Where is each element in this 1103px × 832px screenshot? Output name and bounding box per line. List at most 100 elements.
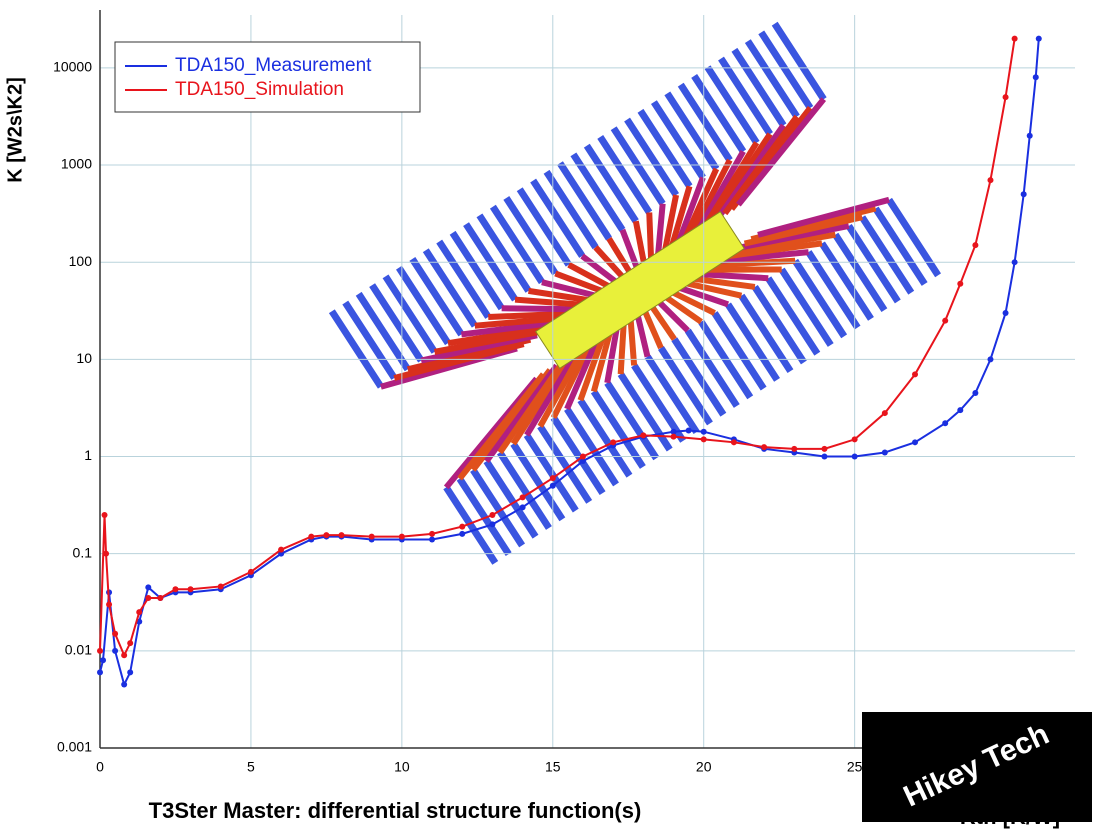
lead <box>671 337 727 417</box>
lead <box>570 152 626 232</box>
data-point <box>957 280 964 287</box>
lead <box>832 232 888 313</box>
wire <box>736 97 827 207</box>
lead <box>369 283 425 363</box>
lead <box>396 265 451 346</box>
wire <box>447 323 551 347</box>
data-point <box>912 371 919 378</box>
data-point <box>1026 132 1033 139</box>
lead <box>725 302 780 382</box>
data-point <box>881 449 888 456</box>
data-point <box>100 657 107 664</box>
wire <box>619 228 641 272</box>
data-point <box>145 584 152 591</box>
lead <box>543 169 599 250</box>
lead <box>631 363 687 443</box>
data-point <box>429 530 436 537</box>
wire <box>655 298 690 333</box>
wire <box>688 158 733 237</box>
lead <box>489 204 545 285</box>
lead <box>443 485 499 565</box>
data-point <box>579 457 586 464</box>
data-point <box>121 681 128 688</box>
lead <box>382 274 438 354</box>
wire <box>724 240 823 260</box>
wire <box>407 336 532 373</box>
wire <box>541 279 599 300</box>
lead <box>691 74 747 154</box>
lead <box>658 346 713 426</box>
x-tick-label: 5 <box>247 759 255 775</box>
data-point <box>987 356 994 363</box>
data-point <box>791 445 798 452</box>
lead <box>342 300 398 380</box>
lead <box>610 126 666 206</box>
wire <box>420 332 538 364</box>
data-point <box>851 453 858 460</box>
y-tick-label: 100 <box>69 253 93 269</box>
wire <box>709 132 773 224</box>
logo-box <box>862 712 1092 822</box>
data-point <box>519 504 526 511</box>
data-point <box>278 546 285 553</box>
data-point <box>172 586 179 593</box>
data-point <box>489 512 496 519</box>
data-point <box>145 594 152 601</box>
y-tick-label: 0.1 <box>73 544 93 560</box>
data-point <box>1035 35 1042 42</box>
data-point <box>942 420 949 427</box>
wire <box>577 334 607 402</box>
lead <box>557 161 612 241</box>
data-point <box>610 439 617 446</box>
lead <box>496 450 552 530</box>
data-point <box>1002 94 1009 101</box>
wire <box>488 310 571 321</box>
data-point <box>103 550 110 557</box>
data-point <box>700 436 707 443</box>
lead <box>751 285 807 365</box>
data-point <box>700 428 707 435</box>
data-point <box>308 533 315 540</box>
wire <box>717 249 809 264</box>
wire <box>554 270 606 295</box>
data-point <box>730 439 737 446</box>
data-point <box>247 568 254 575</box>
x-tick-label: 25 <box>847 759 863 775</box>
wire <box>537 346 587 428</box>
wire <box>676 284 729 308</box>
data-point <box>323 532 330 539</box>
lead <box>577 398 633 478</box>
data-point <box>187 586 194 593</box>
lead <box>819 241 874 321</box>
lead <box>744 39 800 119</box>
lead <box>456 476 512 557</box>
legend-label: TDA150_Simulation <box>175 79 344 100</box>
data-point <box>640 432 647 439</box>
wire <box>697 271 769 282</box>
data-point <box>121 652 128 659</box>
lead <box>771 21 827 102</box>
data-point <box>821 445 828 452</box>
wire <box>634 312 651 358</box>
wire <box>710 257 796 269</box>
x-tick-label: 20 <box>696 759 712 775</box>
x-tick-label: 0 <box>96 759 104 775</box>
wire <box>662 293 703 325</box>
data-point <box>106 601 113 608</box>
lead <box>765 276 821 356</box>
wire <box>528 287 592 304</box>
lead <box>550 415 606 496</box>
wire <box>715 123 786 220</box>
lead <box>792 258 848 339</box>
wire <box>704 266 782 273</box>
data-point <box>761 444 768 451</box>
x-tick-label: 10 <box>394 759 410 775</box>
wire <box>627 317 638 366</box>
data-point <box>97 647 103 654</box>
data-point <box>957 407 964 414</box>
data-point <box>97 669 103 676</box>
data-point <box>972 242 979 249</box>
wire <box>654 203 666 258</box>
lead <box>637 108 693 189</box>
wire <box>433 328 545 355</box>
